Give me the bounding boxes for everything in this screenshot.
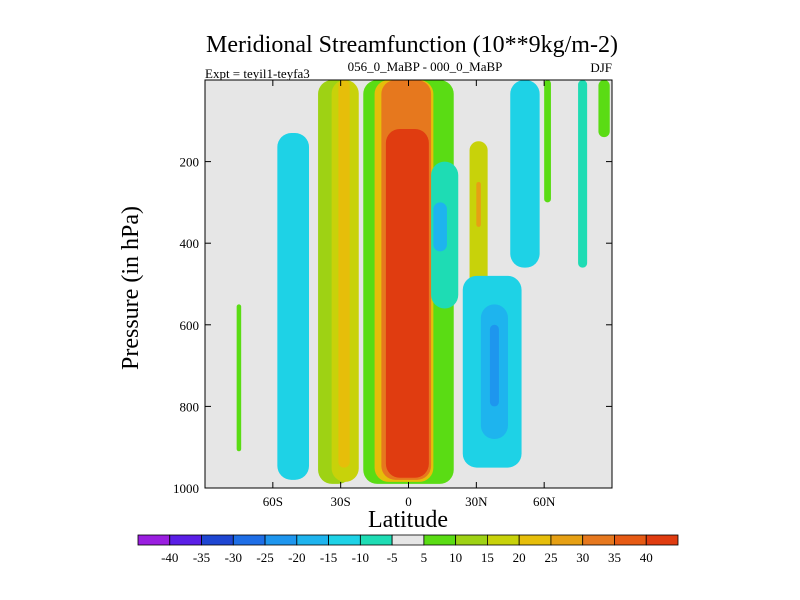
contour-region-5 <box>338 80 350 468</box>
colorbar-label: -15 <box>320 550 337 565</box>
colorbar-label: -40 <box>161 550 178 565</box>
colorbar-swatch <box>614 534 647 546</box>
chart-title: Meridional Streamfunction (10**9kg/m-2) <box>206 32 618 58</box>
y-tick-label: 800 <box>180 399 200 414</box>
colorbar-label: 20 <box>513 550 526 565</box>
colorbar-label: -35 <box>193 550 210 565</box>
colorbar-swatch <box>423 534 457 546</box>
colorbar-swatch <box>201 534 234 546</box>
colorbar-label: 40 <box>640 550 653 565</box>
colorbar-swatch <box>645 534 679 546</box>
contour-region-16 <box>489 324 499 407</box>
contour-region-11 <box>433 202 447 252</box>
contour-region-18 <box>544 80 551 203</box>
y-axis: 200 400 600 800 1000 <box>173 155 612 496</box>
y-tick-label: 200 <box>180 155 200 170</box>
colorbar-label: -30 <box>225 550 242 565</box>
chart-subtitle-center: 056_0_MaBP - 000_0_MaBP <box>348 59 503 74</box>
x-axis-label: Latitude <box>368 507 448 533</box>
y-tick-label: 400 <box>180 236 200 251</box>
colorbar-swatch <box>487 534 520 546</box>
colorbar-label: -10 <box>352 550 369 565</box>
y-tick-label: 1000 <box>173 481 199 496</box>
contour-region-2 <box>236 304 242 452</box>
colorbar-label: 15 <box>481 550 494 565</box>
colorbar-swatch <box>264 534 298 546</box>
x-tick-label: 60S <box>263 494 283 509</box>
colorbar-swatch <box>455 534 488 546</box>
y-axis-label: Pressure (in hPa) <box>118 206 144 370</box>
contour-region-0 <box>277 133 310 480</box>
contour-region-12 <box>469 141 488 317</box>
x-tick-label: 30S <box>331 494 351 509</box>
colorbar-swatch <box>328 534 361 546</box>
colorbar-swatch <box>582 534 615 546</box>
colorbar-swatch <box>232 534 266 546</box>
x-tick-label: 30N <box>465 494 488 509</box>
x-tick-label: 0 <box>405 494 412 509</box>
colorbar-label: -20 <box>288 550 305 565</box>
colorbar-swatch <box>169 534 202 546</box>
contour-region-20 <box>598 80 610 138</box>
chart-subtitle-right: DJF <box>590 60 612 75</box>
contour-region-1 <box>297 284 303 448</box>
colorbar-swatch <box>391 534 425 546</box>
y-tick-label: 600 <box>180 318 200 333</box>
colorbar-swatch <box>359 534 393 546</box>
colorbar-label: 35 <box>608 550 621 565</box>
colorbar-swatch <box>296 534 329 546</box>
x-axis: 60S 30S 0 30N 60N <box>263 80 556 509</box>
colorbar-label: -25 <box>256 550 273 565</box>
contour-regions <box>236 80 610 484</box>
colorbar-label: 10 <box>449 550 462 565</box>
colorbar-label: -5 <box>387 550 398 565</box>
contour-region-17 <box>510 80 540 268</box>
chart-subtitle-left: Expt = teyil1-teyfa3 <box>205 66 310 81</box>
x-tick-label: 60N <box>533 494 556 509</box>
colorbar: -40 -35 -30 -25 -20 -15 -10 -5 5 10 15 20 25 30 35 40 <box>137 534 679 565</box>
colorbar-swatch <box>518 534 552 546</box>
colorbar-label: 25 <box>544 550 557 565</box>
contour-region-19 <box>578 80 588 268</box>
colorbar-swatch <box>137 534 171 546</box>
colorbar-swatch <box>550 534 584 546</box>
colorbar-label: 5 <box>421 550 428 565</box>
contour-region-9 <box>385 128 429 478</box>
colorbar-label: 30 <box>576 550 589 565</box>
contour-region-13 <box>476 182 481 227</box>
